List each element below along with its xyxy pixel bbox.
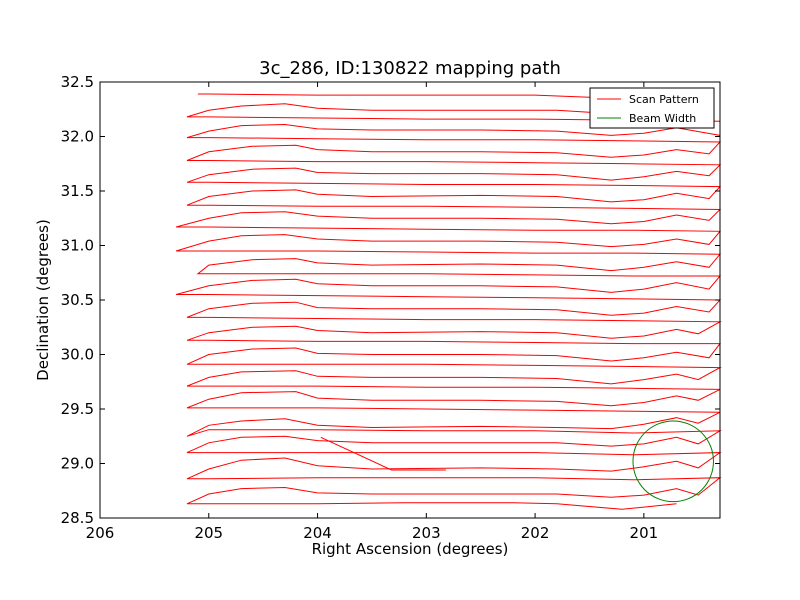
legend-scan-pattern-label: Scan Pattern [629, 93, 699, 106]
scan-pattern-line [175, 93, 722, 510]
legend: Scan Pattern Beam Width [589, 87, 715, 129]
y-tick-label: 30.5 [61, 291, 94, 309]
x-tick-label: 205 [194, 524, 223, 542]
scan-pattern-layer [175, 93, 722, 510]
x-axis-title: Right Ascension (degrees) [312, 540, 509, 558]
x-tick-label: 201 [630, 524, 659, 542]
y-tick-label: 29.5 [61, 400, 94, 418]
y-tick-label: 31.5 [61, 182, 94, 200]
beam-width-circle [632, 420, 714, 503]
scan-pattern-segment [320, 436, 446, 471]
legend-box [589, 87, 715, 129]
legend-beam-width-label: Beam Width [629, 112, 696, 125]
x-tick-label: 203 [412, 524, 441, 542]
x-tick-label: 202 [521, 524, 550, 542]
y-tick-label: 32.5 [61, 73, 94, 91]
y-tick-label: 28.5 [61, 509, 94, 527]
beam-width-layer [632, 420, 714, 503]
chart-title: 3c_286, ID:130822 mapping path [259, 58, 561, 79]
y-axis-ticks: 28.5 29.0 29.5 30.0 30.5 31.0 31.5 32.0 32.5 [61, 73, 720, 527]
y-tick-label: 32.0 [61, 128, 94, 146]
x-axis-ticks: 206 205 204 203 202 201 [86, 82, 659, 542]
y-tick-label: 29.0 [61, 455, 94, 473]
y-axis-title: Declination (degrees) [34, 219, 52, 381]
x-tick-label: 206 [86, 524, 115, 542]
y-tick-label: 30.0 [61, 346, 94, 364]
y-tick-label: 31.0 [61, 237, 94, 255]
x-tick-label: 204 [303, 524, 332, 542]
